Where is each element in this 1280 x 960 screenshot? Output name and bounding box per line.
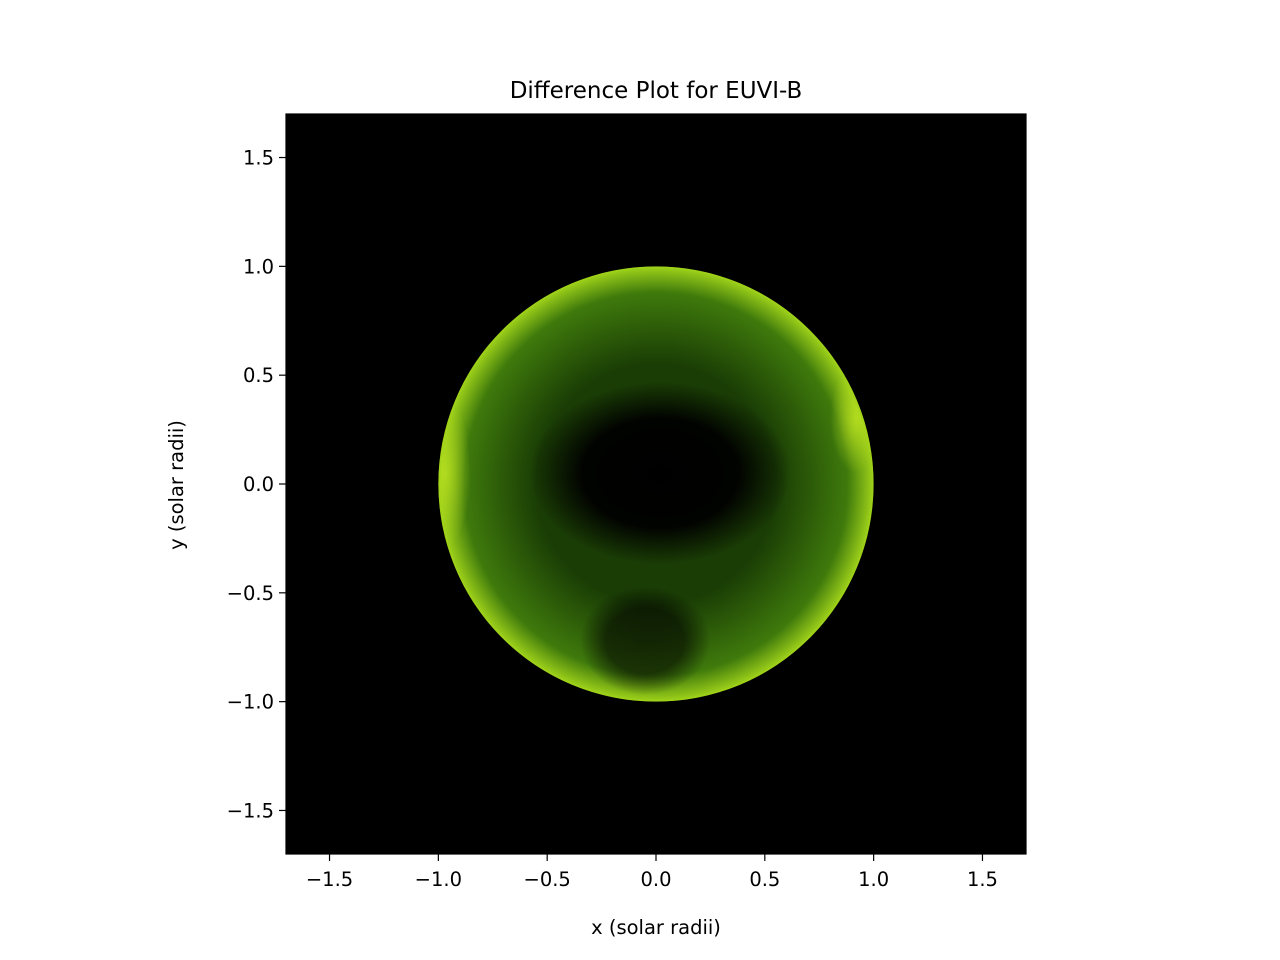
chart-title: Difference Plot for EUVI-B <box>510 78 803 104</box>
disk-rim <box>438 266 874 702</box>
y-tick-label: 0.0 <box>243 473 274 496</box>
y-axis-label: y (solar radii) <box>165 420 188 550</box>
x-axis-label: x (solar radii) <box>591 916 721 939</box>
x-tick-label: 1.5 <box>967 868 998 891</box>
limb-brightening-east <box>438 396 472 550</box>
x-tick-label: −0.5 <box>523 868 570 891</box>
y-tick-label: 1.5 <box>243 147 274 170</box>
x-tick-label: −1.0 <box>415 868 462 891</box>
disk-texture <box>438 266 874 702</box>
x-tick-label: −1.5 <box>306 868 353 891</box>
x-tick-label: 1.0 <box>858 868 889 891</box>
y-tick-label: 1.0 <box>243 255 274 278</box>
x-tick-label: 0.5 <box>749 868 780 891</box>
solar-disk <box>438 266 874 702</box>
y-tick-label: −1.5 <box>227 799 274 822</box>
y-tick-label: −0.5 <box>227 582 274 605</box>
y-tick-label: −1.0 <box>227 691 274 714</box>
axes: −1.5 −1.0 −0.5 0.0 0.5 1.0 1.5 −1.5 −1.0 −0.5 0.0 0… <box>227 113 1027 891</box>
dark-core-region <box>529 381 791 565</box>
dark-south-region <box>579 586 711 696</box>
x-tick-label: 0.0 <box>640 868 671 891</box>
y-tick-label: 0.5 <box>243 364 274 387</box>
